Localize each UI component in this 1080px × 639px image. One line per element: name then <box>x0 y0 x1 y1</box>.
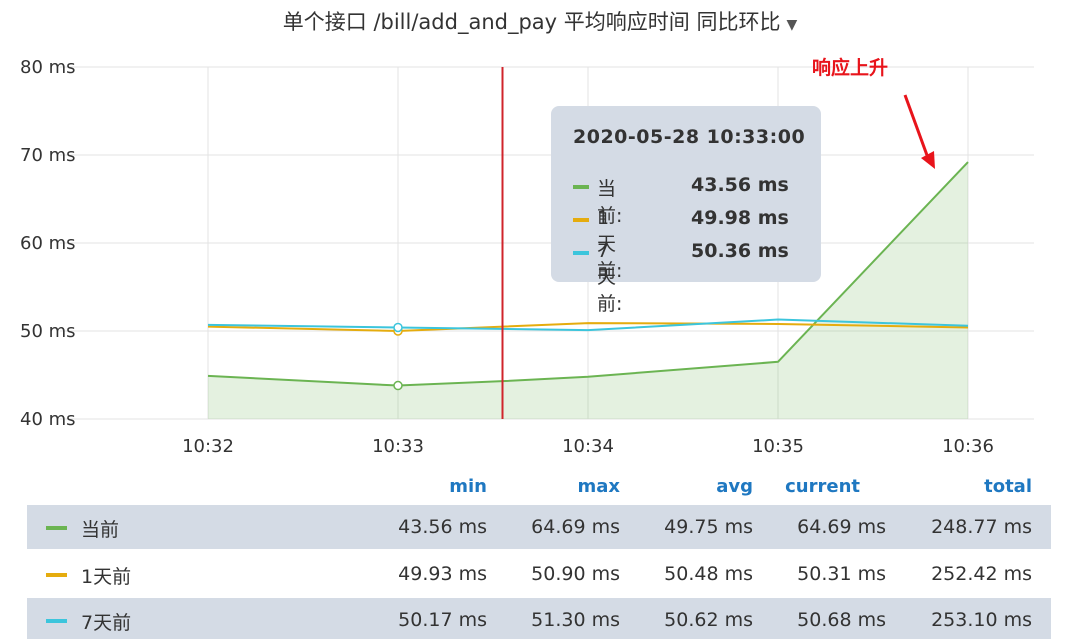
legend-series-name[interactable]: 当前 <box>81 519 120 541</box>
data-point <box>393 380 403 391</box>
tooltip-series-value: 50.36 ms <box>691 240 789 262</box>
chart-tooltip: 2020-05-28 10:33:00 当前: 43.56 ms 1天前: 49… <box>551 106 821 315</box>
tooltip-series-label: 当前: <box>597 178 623 227</box>
series-line <box>207 322 969 333</box>
chart-title[interactable]: 单个接口 /bill/add_and_pay 平均响应时间 同比环比 ▼ <box>0 6 1080 36</box>
y-tick-label: 60 ms <box>20 233 76 254</box>
legend-header-current[interactable]: current <box>785 476 860 497</box>
legend-series-name[interactable]: 7天前 <box>81 612 132 634</box>
legend-avg: 50.48 ms <box>664 563 753 585</box>
legend-current: 64.69 ms <box>797 516 886 538</box>
legend-row-1day[interactable]: 1天前 49.93 ms 50.90 ms 50.48 ms 50.31 ms … <box>27 552 1051 596</box>
legend-current: 50.68 ms <box>797 609 886 631</box>
legend-max: 51.30 ms <box>531 609 620 631</box>
legend-avg: 49.75 ms <box>664 516 753 538</box>
series-swatch <box>573 251 589 255</box>
chevron-down-icon[interactable]: ▼ <box>786 17 798 33</box>
legend-total: 253.10 ms <box>931 609 1032 631</box>
legend-avg: 50.62 ms <box>664 609 753 631</box>
legend-min: 50.17 ms <box>398 609 487 631</box>
legend-header-max[interactable]: max <box>577 476 620 497</box>
legend-header-min[interactable]: min <box>449 476 487 497</box>
series-area-fill <box>208 162 968 419</box>
tooltip-series-value: 43.56 ms <box>691 174 789 196</box>
legend-total: 252.42 ms <box>931 563 1032 585</box>
series-swatch <box>46 573 67 577</box>
y-tick-label: 50 ms <box>20 321 76 342</box>
tooltip-series-label: 1天前: <box>597 207 623 282</box>
series-swatch <box>573 185 589 189</box>
legend-header-avg[interactable]: avg <box>716 476 753 497</box>
legend-header-total[interactable]: total <box>984 476 1032 497</box>
series-line <box>207 318 969 332</box>
series-swatch <box>46 526 67 530</box>
y-tick-label: 70 ms <box>20 145 76 166</box>
chart-title-text: 单个接口 /bill/add_and_pay 平均响应时间 同比环比 <box>282 10 781 34</box>
tooltip-series-label: 7天前: <box>597 240 623 315</box>
annotation-arrow-head <box>921 151 935 169</box>
x-tick-label: 10:36 <box>942 436 994 457</box>
legend-total: 248.77 ms <box>931 516 1032 538</box>
data-point <box>393 322 403 333</box>
x-tick-label: 10:34 <box>562 436 614 457</box>
legend-max: 50.90 ms <box>531 563 620 585</box>
x-tick-label: 10:35 <box>752 436 804 457</box>
tooltip-series-value: 49.98 ms <box>691 207 789 229</box>
x-tick-label: 10:33 <box>372 436 424 457</box>
legend-current: 50.31 ms <box>797 563 886 585</box>
annotation-arrow <box>903 94 930 159</box>
series-swatch <box>573 218 589 222</box>
legend-row-current[interactable]: 当前 43.56 ms 64.69 ms 49.75 ms 64.69 ms 2… <box>27 505 1051 549</box>
series-line <box>207 161 969 387</box>
chart-plot[interactable]: 40 ms 50 ms 60 ms 70 ms 80 ms 10:32 10:33 10:34… <box>0 50 1080 470</box>
legend-min: 43.56 ms <box>398 516 487 538</box>
tooltip-time: 2020-05-28 10:33:00 <box>573 126 806 148</box>
x-tick-label: 10:32 <box>182 436 234 457</box>
legend-min: 49.93 ms <box>398 563 487 585</box>
series-swatch <box>46 619 67 623</box>
y-tick-label: 40 ms <box>20 409 76 430</box>
annotation-label: 响应上升 <box>812 57 889 79</box>
legend-series-name[interactable]: 1天前 <box>81 566 132 588</box>
legend-max: 64.69 ms <box>531 516 620 538</box>
y-tick-label: 80 ms <box>20 57 76 78</box>
legend-row-7day[interactable]: 7天前 50.17 ms 51.30 ms 50.62 ms 50.68 ms … <box>27 598 1051 639</box>
